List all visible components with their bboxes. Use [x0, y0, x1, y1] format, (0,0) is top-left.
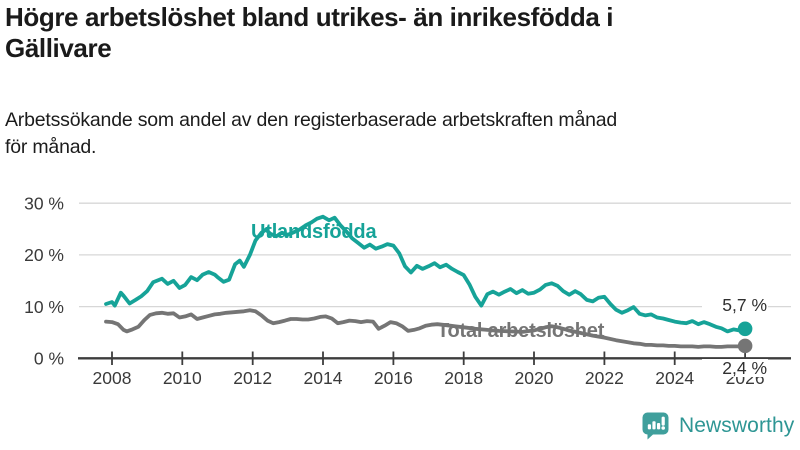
series-end-dot-total: [737, 338, 753, 354]
chart-subtitle: Arbetssökande som andel av den registerb…: [5, 107, 795, 161]
x-axis-tick-label: 2016: [374, 368, 413, 388]
series-line-total: [104, 308, 747, 349]
newsworthy-logo[interactable]: Newsworthy: [641, 411, 794, 441]
x-axis-tick-label: 2010: [163, 368, 202, 388]
page-title: Högre arbetslöshet bland utrikes- än inr…: [5, 2, 785, 63]
x-axis-tick-label: 2022: [585, 368, 624, 388]
x-axis-tick-label: 2014: [304, 368, 343, 388]
end-value-label-total: 2,4 %: [702, 358, 768, 377]
series-line-utlandsfodda: [104, 214, 747, 334]
series-end-dot-utlandsfodda: [737, 321, 753, 337]
y-axis-tick-label: 30 %: [24, 193, 64, 213]
series-label-total-arbetsloshet: Total arbetslöshet: [437, 320, 605, 342]
newsworthy-wordmark: Newsworthy: [679, 414, 795, 437]
title-line-2: Gällivare: [5, 32, 112, 63]
end-value-label-utlandsfodda: 5,7 %: [702, 296, 768, 314]
y-axis-tick-label: 0 %: [34, 349, 64, 369]
series-label-utlandsfodda: Utlandsfödda: [251, 221, 377, 243]
newsworthy-bar-chart-icon: [641, 411, 670, 441]
x-axis-tick-label: 2020: [515, 368, 554, 388]
y-axis-tick-label: 20 %: [24, 245, 64, 265]
title-line-1: Högre arbetslöshet bland utrikes- än inr…: [5, 2, 614, 32]
x-axis-tick-label: 2018: [444, 368, 483, 388]
subtitle-line-1: Arbetssökande som andel av den registerb…: [5, 109, 618, 131]
subtitle-line-2: för månad.: [5, 135, 97, 158]
y-axis-tick-label: 10 %: [24, 297, 64, 317]
x-axis-tick-label: 2008: [93, 368, 132, 388]
x-axis-tick-label: 2024: [655, 368, 694, 388]
x-axis-tick-label: 2012: [233, 368, 272, 388]
